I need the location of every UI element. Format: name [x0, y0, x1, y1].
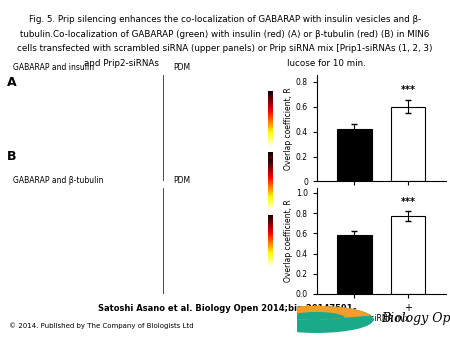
Bar	[337, 129, 372, 182]
Text: tubulin.Co-localization of GABARAP (green) with insulin (red) (A) or β-tubulin (: tubulin.Co-localization of GABARAP (gree…	[20, 30, 430, 39]
Y-axis label: Overlap coefficient, R: Overlap coefficient, R	[284, 199, 293, 282]
Circle shape	[260, 307, 373, 332]
X-axis label: Prip siRNA mix: Prip siRNA mix	[353, 202, 410, 211]
Text: ***: ***	[400, 85, 415, 95]
Text: lucose for 10 min.: lucose for 10 min.	[288, 59, 366, 68]
Text: Fig. 5. Prip silencing enhances the co-localization of GABARAP with insulin vesi: Fig. 5. Prip silencing enhances the co-l…	[29, 15, 421, 24]
Text: GABARAP and insulin: GABARAP and insulin	[14, 63, 94, 72]
Text: and Prip2-siRNAs: and Prip2-siRNAs	[84, 59, 159, 68]
Text: A: A	[7, 76, 16, 89]
Bar	[391, 106, 425, 182]
Y-axis label: Overlap coefficient, R: Overlap coefficient, R	[284, 87, 293, 170]
Wedge shape	[261, 307, 369, 319]
X-axis label: Prip siRNA mix: Prip siRNA mix	[353, 314, 410, 323]
Text: © 2014. Published by The Company of Biologists Ltd: © 2014. Published by The Company of Biol…	[9, 322, 194, 329]
Wedge shape	[287, 313, 344, 319]
Text: GABARAP and β-tubulin: GABARAP and β-tubulin	[14, 175, 104, 185]
Text: PDM: PDM	[173, 63, 190, 72]
Bar	[337, 235, 372, 294]
Text: Biology Open: Biology Open	[382, 312, 450, 325]
Bar	[391, 216, 425, 294]
Text: PDM: PDM	[173, 175, 190, 185]
Text: B: B	[7, 150, 16, 163]
Text: cells transfected with scrambled siRNA (upper panels) or Prip siRNA mix [Prip1-s: cells transfected with scrambled siRNA (…	[17, 44, 433, 53]
Text: ***: ***	[400, 197, 415, 207]
Text: Satoshi Asano et al. Biology Open 2014;bio.20147591: Satoshi Asano et al. Biology Open 2014;b…	[98, 304, 352, 313]
